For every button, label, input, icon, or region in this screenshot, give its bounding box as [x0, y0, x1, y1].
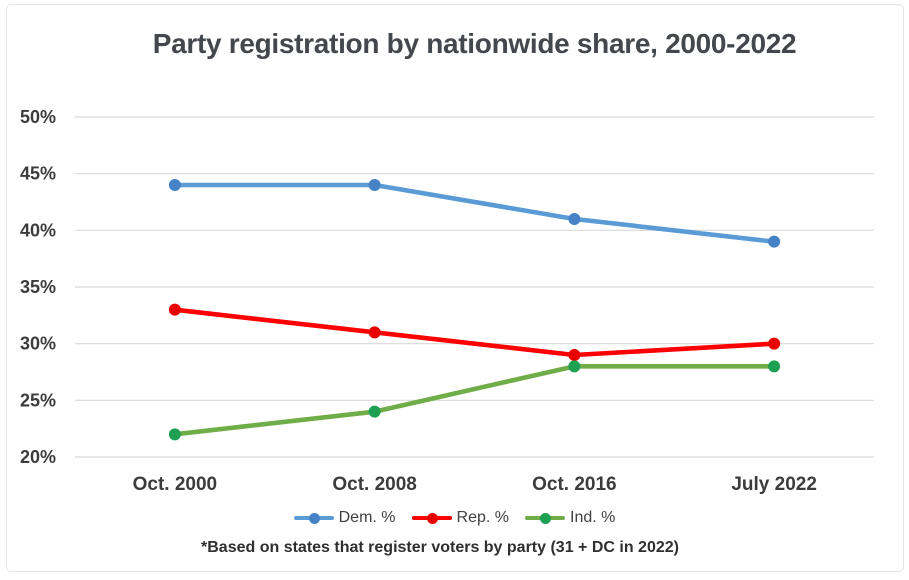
data-point-ind: [568, 360, 581, 373]
series-line-ind: [172, 364, 777, 437]
data-point-rep: [368, 326, 381, 339]
x-tick-label: July 2022: [731, 474, 817, 495]
series-line-dem: [172, 182, 777, 244]
data-point-rep: [568, 349, 581, 361]
y-tick-label: 40%: [20, 220, 56, 240]
data-point-ind: [168, 428, 181, 441]
y-tick-label: 25%: [20, 390, 56, 410]
legend-swatch-dem: [293, 512, 334, 524]
legend-marker-icon: [540, 513, 551, 524]
series-line-rep: [172, 307, 777, 358]
chart-title: Party registration by nationwide share, …: [152, 28, 797, 59]
legend-label-dem: Dem. %: [338, 509, 396, 526]
legend-marker-icon: [308, 513, 320, 524]
legend-item-ind: Ind. %: [525, 509, 615, 527]
data-point-dem: [168, 179, 181, 191]
legend-label-ind: Ind. %: [570, 509, 616, 526]
data-point-dem: [368, 179, 381, 191]
x-tick-label: Oct. 2000: [133, 474, 218, 495]
legend-label-rep: Rep. %: [456, 509, 509, 526]
y-tick-label: 20%: [20, 447, 56, 467]
y-tick-label: 50%: [20, 107, 56, 127]
x-tick-label: Oct. 2008: [332, 474, 417, 495]
data-point-ind: [368, 405, 381, 418]
data-point-ind: [768, 360, 781, 373]
footnote: *Based on states that register voters by…: [201, 539, 679, 556]
y-tick-label: 45%: [20, 164, 56, 184]
chart-frame: [6, 4, 904, 572]
legend-swatch-rep: [411, 512, 452, 524]
legend-swatch-ind: [525, 512, 565, 524]
data-point-dem: [768, 235, 781, 248]
legend-marker-icon: [426, 513, 438, 524]
legend: Dem. % Rep. % Ind. %: [0, 509, 909, 527]
data-point-rep: [768, 337, 781, 350]
legend-item-dem: Dem. %: [293, 509, 396, 527]
legend-item-rep: Rep. %: [411, 509, 509, 527]
data-point-rep: [168, 303, 181, 316]
y-tick-label: 30%: [20, 334, 56, 354]
data-point-dem: [568, 213, 581, 225]
y-tick-label: 35%: [20, 277, 56, 297]
x-tick-label: Oct. 2016: [532, 474, 617, 495]
